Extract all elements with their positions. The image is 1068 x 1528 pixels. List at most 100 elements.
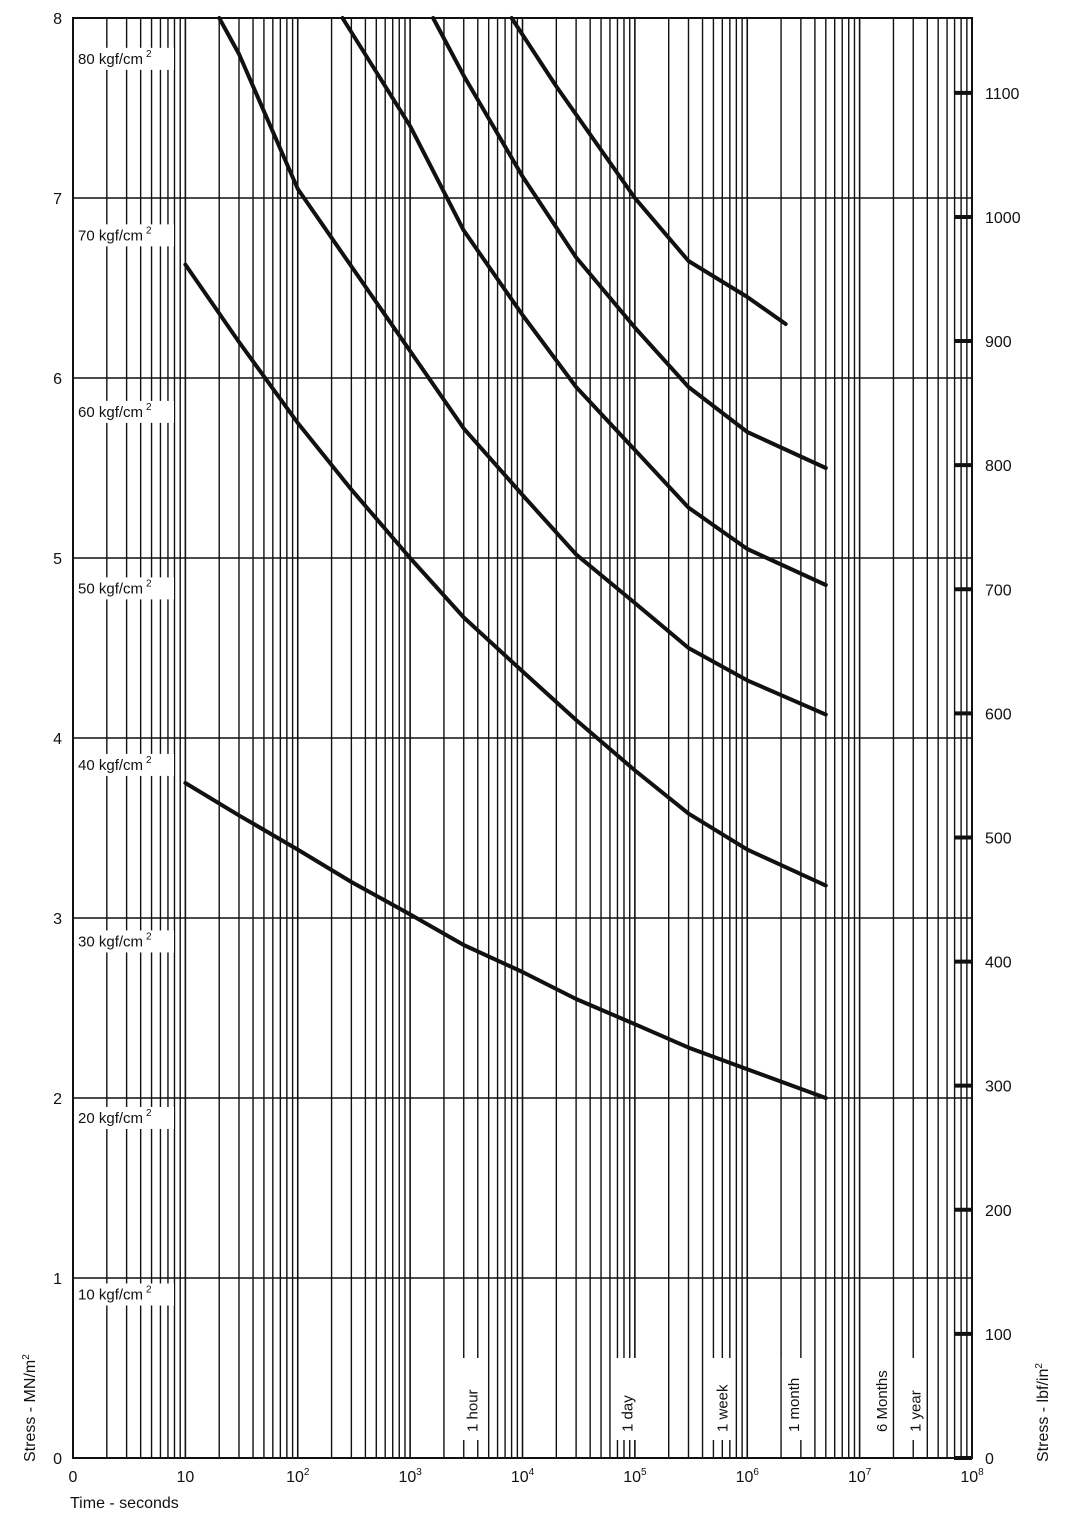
kgf-label-bg <box>74 47 174 70</box>
y-tick-label: 5 <box>53 551 62 568</box>
x-tick-label: 102 <box>286 1467 310 1486</box>
major-grid <box>72 17 973 1459</box>
right-axis-ticks <box>954 90 972 1460</box>
y2-tick-label: 200 <box>985 1203 1012 1220</box>
x-tick-label: 106 <box>736 1467 760 1486</box>
x-tick-exp: 4 <box>529 1467 535 1478</box>
kgf-label-sup: 2 <box>146 755 152 766</box>
x-tick-label: 107 <box>848 1467 872 1486</box>
series-line-1 <box>183 781 828 1100</box>
time-marker-group: 1 hour <box>465 1389 482 1432</box>
time-marker-label: 1 month <box>786 1378 803 1432</box>
x-tick-base: 10 <box>398 1469 416 1486</box>
x-tick-exp: 8 <box>978 1467 984 1478</box>
x-tick-exp: 2 <box>304 1467 310 1478</box>
kgf-label-text: 80 kgf/cm <box>78 51 143 68</box>
time-marker-label: 1 year <box>908 1390 925 1432</box>
kgf-labels: 10 kgf/cm 220 kgf/cm 230 kgf/cm 240 kgf/cm 2… <box>74 47 174 1306</box>
kgf-label-sup: 2 <box>146 1108 152 1119</box>
x-tick-label: 103 <box>398 1467 422 1486</box>
kgf-label-sup: 2 <box>146 578 152 589</box>
x-tick-label: 104 <box>511 1467 535 1486</box>
y-tick-label: 2 <box>53 1091 62 1108</box>
y2-tick-label: 100 <box>985 1327 1012 1344</box>
kgf-label-bg <box>74 577 174 600</box>
x-tick-base: 10 <box>623 1469 641 1486</box>
time-marker-bg <box>710 1358 733 1440</box>
x-tick-base: 10 <box>176 1469 194 1486</box>
x-tick-base: 10 <box>960 1469 978 1486</box>
time-marker-group: 1 month <box>786 1378 803 1432</box>
y-axis-title-text: Stress - MN/m <box>22 1360 39 1462</box>
kgf-label-bg <box>74 1283 174 1306</box>
kgf-label-sup: 2 <box>146 931 152 942</box>
kgf-label: 20 kgf/cm 2 <box>78 1108 152 1127</box>
y-tick-label: 8 <box>53 11 62 28</box>
y2-tick-label: 1100 <box>985 86 1020 103</box>
time-marker-group: 6 Months <box>874 1370 891 1432</box>
time-marker-bg <box>781 1358 804 1440</box>
y2-tick-label: 400 <box>985 955 1012 972</box>
y2-tick-label: 500 <box>985 830 1012 847</box>
series-layer <box>183 16 828 1100</box>
kgf-label-text: 20 kgf/cm <box>78 1110 143 1127</box>
series-line-3 <box>217 16 828 717</box>
y2-axis-title-group: Stress - lbf/in2 <box>1034 1363 1052 1462</box>
y-axis-title-sup: 2 <box>21 1354 32 1360</box>
time-marker-bg <box>615 1358 638 1440</box>
x-tick-exp: 7 <box>866 1467 872 1478</box>
time-marker-bg <box>903 1358 926 1440</box>
y2-axis-title: Stress - lbf/in2 <box>1034 1363 1052 1462</box>
x-tick-base: 10 <box>511 1469 529 1486</box>
series-line-2 <box>183 262 828 888</box>
x-tick-base: 10 <box>286 1469 304 1486</box>
plot-frame <box>72 17 973 1459</box>
x-tick-base: 10 <box>736 1469 754 1486</box>
kgf-label-sup: 2 <box>146 402 152 413</box>
kgf-label-text: 60 kgf/cm <box>78 404 143 421</box>
y-tick-label: 7 <box>53 191 62 208</box>
kgf-label-bg <box>74 400 174 423</box>
y-tick-label: 0 <box>53 1451 62 1468</box>
kgf-label: 80 kgf/cm 2 <box>78 49 152 68</box>
kgf-label: 10 kgf/cm 2 <box>78 1284 152 1303</box>
kgf-label: 30 kgf/cm 2 <box>78 931 152 950</box>
kgf-label-text: 70 kgf/cm <box>78 227 143 244</box>
x-tick-base: 10 <box>848 1469 866 1486</box>
time-marker-bg <box>869 1358 892 1440</box>
time-marker-label: 1 hour <box>465 1389 482 1432</box>
kgf-label-sup: 2 <box>146 225 152 236</box>
y2-tick-label: 800 <box>985 458 1012 475</box>
kgf-label-text: 40 kgf/cm <box>78 757 143 774</box>
x-tick-exp: 5 <box>641 1467 647 1478</box>
time-marker-group: 1 year <box>908 1390 925 1432</box>
x-tick-exp: 3 <box>416 1467 422 1478</box>
x-tick-exp: 6 <box>753 1467 759 1478</box>
kgf-label: 60 kgf/cm 2 <box>78 402 152 421</box>
x-tick-label: 10 <box>176 1469 194 1486</box>
kgf-label: 70 kgf/cm 2 <box>78 225 152 244</box>
kgf-label-bg <box>74 753 174 776</box>
y2-tick-label: 700 <box>985 582 1012 599</box>
kgf-label-text: 50 kgf/cm <box>78 580 143 597</box>
time-marker-group: 1 week <box>715 1384 732 1432</box>
y2-tick-label: 1000 <box>985 210 1021 227</box>
y2-tick-label: 300 <box>985 1079 1012 1096</box>
y2-tick-label: 600 <box>985 706 1012 723</box>
y-tick-label: 4 <box>53 731 62 748</box>
kgf-label: 50 kgf/cm 2 <box>78 578 152 597</box>
y2-axis-title-text: Stress - lbf/in <box>1035 1369 1052 1462</box>
y-tick-labels: 0 1 2 3 4 5 6 7 8 <box>53 11 62 1468</box>
y-tick-label: 1 <box>53 1271 62 1288</box>
x-tick-base: 0 <box>69 1469 78 1486</box>
time-marker-group: 1 day <box>620 1395 637 1432</box>
y-tick-label: 6 <box>53 371 62 388</box>
x-tick-label: 108 <box>960 1467 984 1486</box>
y-axis-title: Stress - MN/m2 <box>21 1354 39 1462</box>
kgf-label-text: 30 kgf/cm <box>78 933 143 950</box>
y2-tick-label: 0 <box>985 1451 994 1468</box>
x-tick-labels: 0 10 102 103 104 105 106 107 108 <box>69 1467 985 1486</box>
x-tick-label: 0 <box>69 1469 78 1486</box>
time-marker-label: 1 day <box>620 1395 637 1432</box>
